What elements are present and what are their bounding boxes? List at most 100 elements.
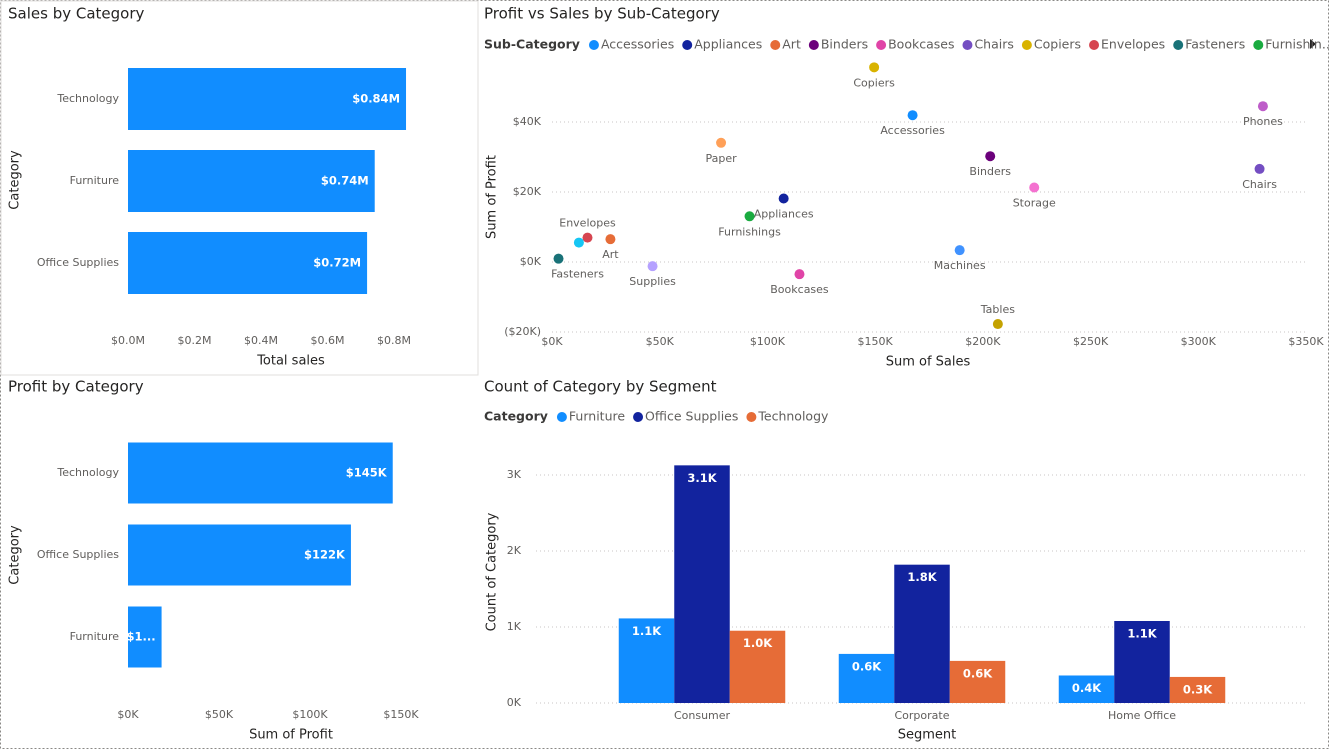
legend-marker (1253, 40, 1264, 50)
legend-marker (588, 40, 599, 50)
legend-label: Fasteners (1185, 37, 1245, 52)
chart-title: Profit by Category (8, 378, 144, 396)
x-tick-label: $0.2M (178, 334, 212, 347)
scatter-point (985, 151, 996, 162)
legend-label: Furnishin... (1265, 37, 1329, 52)
scatter-point (716, 137, 727, 148)
legend-marker (1089, 40, 1100, 50)
x-tick-label: $150K (383, 708, 419, 721)
data-label: $0.72M (313, 256, 361, 270)
legend-label: Chairs (974, 37, 1013, 52)
bar (949, 660, 1006, 703)
chart-title: Profit vs Sales by Sub-Category (484, 5, 720, 23)
scatter-point (582, 232, 593, 243)
point-label: Bookcases (770, 283, 829, 296)
legend-next-arrow[interactable] (1310, 39, 1316, 49)
point-label: Binders (969, 165, 1011, 178)
y-tick-label: $0K (520, 255, 542, 268)
point-label: Storage (1013, 197, 1056, 210)
legend-marker (746, 412, 757, 422)
legend-label: Envelopes (1101, 37, 1165, 52)
x-tick-label: $50K (205, 708, 234, 721)
legend-title: Category (484, 409, 548, 424)
point-label: Phones (1243, 115, 1283, 128)
scatter-point (605, 234, 616, 245)
data-label: 1.8K (907, 570, 937, 584)
point-label: Accessories (880, 124, 945, 137)
legend-label: Copiers (1034, 37, 1081, 52)
x-axis-title: Sum of Sales (886, 355, 971, 370)
x-tick-label: Home Office (1108, 709, 1176, 722)
chart-title: Count of Category by Segment (484, 378, 717, 396)
y-tick-label: Furniture (70, 630, 120, 643)
y-tick-label: Office Supplies (37, 548, 119, 561)
scatter-point (794, 269, 805, 280)
scatter-point (869, 62, 880, 73)
data-label: 3.1K (687, 471, 717, 485)
point-label: Paper (705, 152, 737, 165)
legend-label: Binders (821, 37, 868, 52)
scatter-point (778, 193, 789, 204)
y-tick-label: $40K (513, 115, 542, 128)
x-tick-label: $350K (1288, 335, 1324, 348)
point-label: Furnishings (718, 225, 781, 238)
x-tick-label: $250K (1073, 335, 1109, 348)
x-tick-label: $300K (1181, 335, 1217, 348)
legend-label: Office Supplies (645, 409, 738, 424)
x-tick-label: $0.0M (111, 334, 145, 347)
legend-marker (633, 412, 644, 422)
data-label: $145K (346, 466, 388, 480)
point-label: Copiers (853, 76, 895, 89)
data-label: 0.6K (852, 659, 882, 673)
legend-title: Sub-Category (484, 37, 580, 52)
legend-marker (770, 40, 781, 50)
x-tick-label: $0K (541, 335, 563, 348)
y-tick-label: Furniture (70, 174, 120, 187)
legend-label: Appliances (694, 37, 762, 52)
x-tick-label: $50K (646, 335, 675, 348)
bar (1169, 676, 1226, 703)
x-axis-title: Total sales (256, 354, 325, 369)
data-label: 1.1K (1127, 626, 1157, 640)
legend-marker (1173, 40, 1184, 50)
point-label: Appliances (754, 208, 814, 221)
bar (674, 465, 730, 703)
scatter-point (553, 253, 564, 264)
x-tick-label: Consumer (674, 709, 731, 722)
bar (894, 564, 950, 703)
point-label: Art (602, 248, 619, 261)
x-axis-title: Segment (898, 728, 957, 743)
legend-marker (556, 412, 567, 422)
legend-label: Art (782, 37, 801, 52)
point-label: Fasteners (551, 268, 604, 281)
x-tick-label: $200K (965, 335, 1001, 348)
chart-title: Sales by Category (8, 5, 145, 23)
y-tick-label: Technology (56, 466, 119, 479)
legend-marker (808, 40, 819, 50)
legend-label: Technology (757, 409, 829, 424)
legend-label: Furniture (569, 409, 625, 424)
scatter-point (954, 245, 965, 256)
legend-marker (876, 40, 887, 50)
x-tick-label: $150K (858, 335, 894, 348)
data-label: $1... (126, 630, 155, 644)
legend-marker (682, 40, 693, 50)
data-label: $0.74M (321, 174, 369, 188)
x-tick-label: $0K (117, 708, 139, 721)
bar (128, 232, 368, 294)
y-tick-label: 0K (507, 696, 522, 709)
data-label: 0.4K (1072, 681, 1102, 695)
bar (729, 630, 786, 703)
bar (128, 150, 375, 212)
x-axis-title: Sum of Profit (249, 728, 333, 743)
x-tick-label: $0.8M (377, 334, 411, 347)
x-tick-label: $100K (292, 708, 328, 721)
point-label: Supplies (629, 275, 676, 288)
y-tick-label: 3K (507, 468, 522, 481)
bar (618, 618, 675, 703)
y-tick-label: Office Supplies (37, 256, 119, 269)
point-label: Chairs (1242, 178, 1277, 191)
point-label: Envelopes (559, 217, 616, 230)
bar (1058, 675, 1115, 703)
bar (128, 68, 407, 130)
